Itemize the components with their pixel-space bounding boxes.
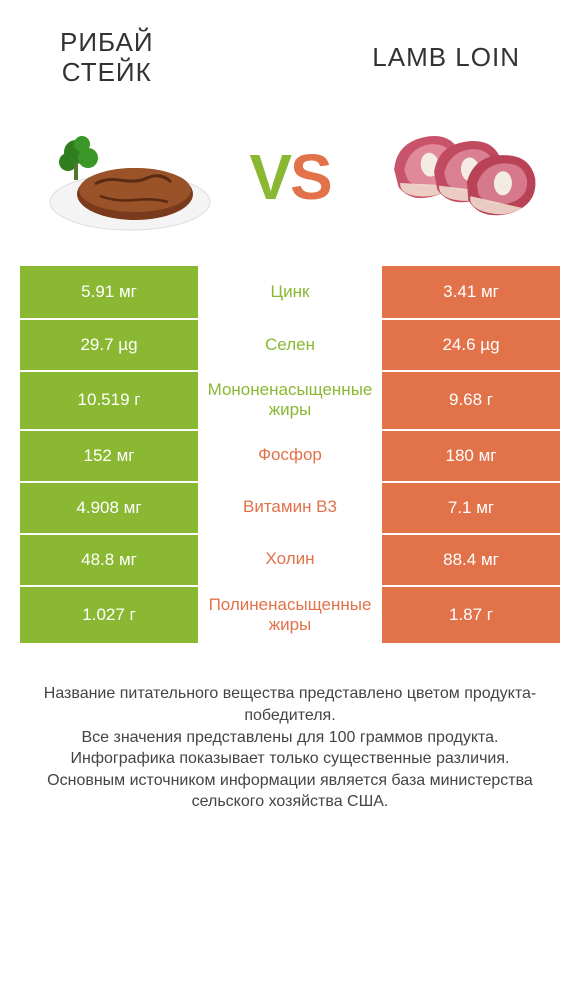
- value-right: 1.87 г: [382, 587, 560, 644]
- vs-label: VS: [249, 140, 330, 214]
- title-left: РИБАЙ СТЕЙК: [60, 28, 154, 88]
- header: РИБАЙ СТЕЙК LAMB LOIN: [0, 0, 580, 98]
- title-right: LAMB LOIN: [372, 43, 520, 73]
- table-row: 10.519 гМононенасыщенные жиры9.68 г: [20, 370, 560, 429]
- nutrient-label: Холин: [198, 535, 382, 585]
- table-row: 48.8 мгХолин88.4 мг: [20, 533, 560, 585]
- footnote: Название питательного вещества представл…: [20, 683, 560, 813]
- value-left: 5.91 мг: [20, 266, 198, 318]
- table-row: 5.91 мгЦинк3.41 мг: [20, 266, 560, 318]
- value-left: 48.8 мг: [20, 535, 198, 585]
- value-right: 9.68 г: [382, 372, 560, 429]
- nutrient-label: Фосфор: [198, 431, 382, 481]
- value-left: 29.7 µg: [20, 320, 198, 370]
- value-right: 3.41 мг: [382, 266, 560, 318]
- table-row: 1.027 гПолиненасыщенные жиры1.87 г: [20, 585, 560, 644]
- table-row: 152 мгФосфор180 мг: [20, 429, 560, 481]
- value-right: 180 мг: [382, 431, 560, 481]
- value-left: 4.908 мг: [20, 483, 198, 533]
- value-right: 7.1 мг: [382, 483, 560, 533]
- nutrient-label: Мононенасыщенные жиры: [198, 372, 382, 429]
- nutrient-label: Полиненасыщенные жиры: [198, 587, 382, 644]
- food-image-left: [40, 112, 220, 242]
- nutrient-label: Витамин B3: [198, 483, 382, 533]
- table-row: 4.908 мгВитамин B37.1 мг: [20, 481, 560, 533]
- value-left: 10.519 г: [20, 372, 198, 429]
- images-row: VS: [0, 98, 580, 266]
- value-left: 1.027 г: [20, 587, 198, 644]
- value-left: 152 мг: [20, 431, 198, 481]
- comparison-table: 5.91 мгЦинк3.41 мг29.7 µgСелен24.6 µg10.…: [20, 266, 560, 644]
- table-row: 29.7 µgСелен24.6 µg: [20, 318, 560, 370]
- food-image-right: [360, 112, 540, 242]
- nutrient-label: Селен: [198, 320, 382, 370]
- nutrient-label: Цинк: [198, 266, 382, 318]
- value-right: 88.4 мг: [382, 535, 560, 585]
- value-right: 24.6 µg: [382, 320, 560, 370]
